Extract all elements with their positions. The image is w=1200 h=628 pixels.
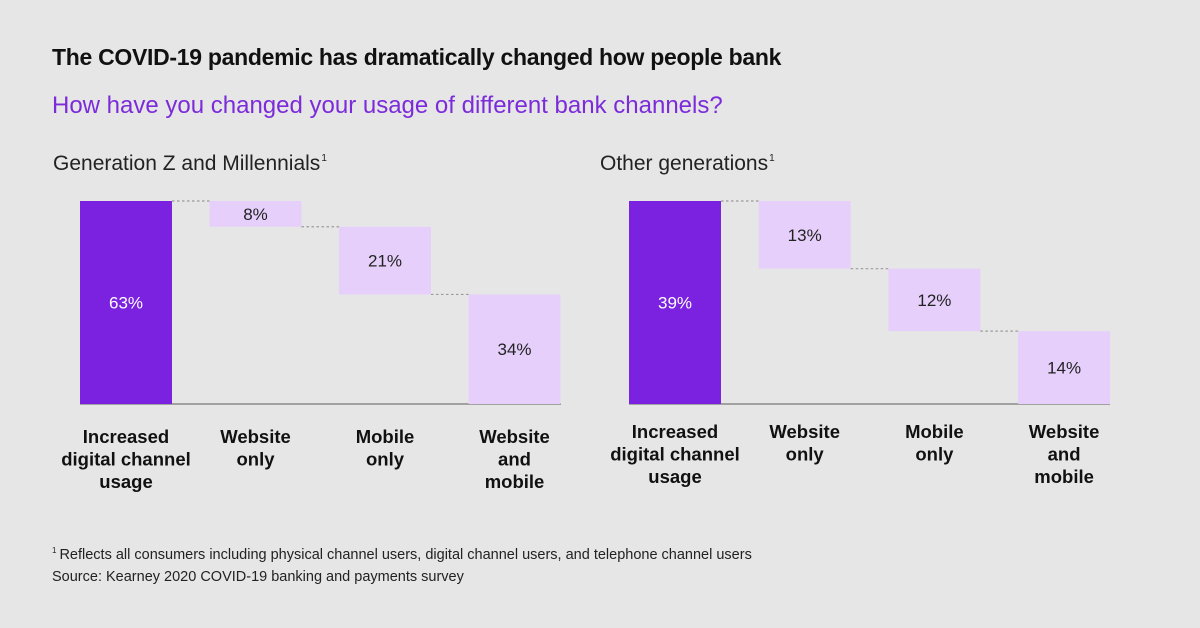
right-data-label-3: 14% xyxy=(1047,359,1081,378)
chart-title-right: Other generations1 xyxy=(600,152,775,176)
left-data-label-2: 21% xyxy=(368,252,402,271)
right-category-label-3: Website and mobile xyxy=(1029,421,1100,487)
chart-title-left-marker: 1 xyxy=(321,153,327,164)
right-data-label-2: 12% xyxy=(917,291,951,310)
left-data-label-0: 63% xyxy=(109,294,143,313)
right-category-label-2: Mobile only xyxy=(905,421,964,465)
left-bar-1 xyxy=(209,201,302,227)
left-category-label-3: Website and mobile xyxy=(479,426,550,492)
left-bar-3 xyxy=(468,294,561,404)
left-data-label-3: 34% xyxy=(497,340,531,359)
left-bar-0 xyxy=(80,201,172,404)
left-category-label-2: Mobile only xyxy=(356,426,415,470)
right-bar-1 xyxy=(758,201,851,269)
left-bar-2 xyxy=(339,226,431,295)
footnote-note: 1 Reflects all consumers including physic… xyxy=(52,546,752,563)
chart-title-left: Generation Z and Millennials1 xyxy=(53,152,327,176)
right-data-label-0: 39% xyxy=(658,294,692,313)
left-category-label-0: Increased digital channel usage xyxy=(61,426,191,492)
chart-title-left-text: Generation Z and Millennials xyxy=(53,152,321,175)
page-subtitle: How have you changed your usage of diffe… xyxy=(52,92,723,119)
right-bar-0 xyxy=(629,201,721,404)
footnote-note-text: Reflects all consumers including physica… xyxy=(59,547,752,563)
footnote-source: Source: Kearney 2020 COVID-19 banking an… xyxy=(52,569,464,585)
chart-title-right-text: Other generations xyxy=(600,152,769,175)
right-category-label-1: Website only xyxy=(769,421,840,465)
page-title: The COVID-19 pandemic has dramatically c… xyxy=(52,44,782,70)
right-bar-3 xyxy=(1018,331,1111,404)
chart-title-right-marker: 1 xyxy=(769,153,775,164)
left-data-label-1: 8% xyxy=(243,205,268,224)
left-category-label-1: Website only xyxy=(220,426,291,470)
right-data-label-1: 13% xyxy=(788,226,822,245)
right-bar-2 xyxy=(888,268,981,332)
right-category-label-0: Increased digital channel usage xyxy=(610,421,740,487)
footnote-marker: 1 xyxy=(52,546,57,555)
